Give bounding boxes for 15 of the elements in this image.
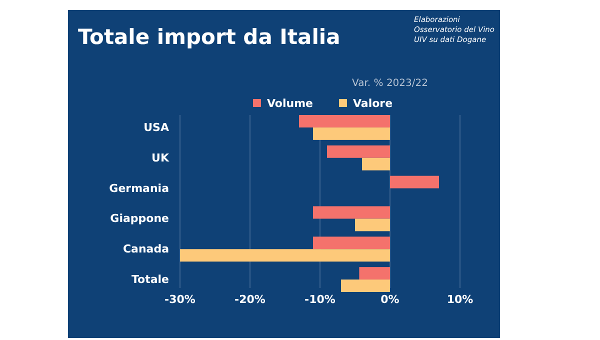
y-tick-label: Totale [131, 273, 169, 286]
x-tick-label: -20% [234, 293, 266, 306]
chart-title: Totale import da Italia [78, 25, 340, 49]
x-tick-label: 10% [446, 293, 474, 306]
y-tick-label: Canada [122, 242, 169, 256]
x-tick-label: -30% [164, 293, 196, 306]
y-tick-label: Germania [109, 182, 169, 195]
x-tick-label: -10% [304, 293, 336, 306]
y-tick-label: UK [152, 151, 170, 164]
chart-subtitle: Var. % 2023/22 [352, 78, 428, 89]
legend-label: Valore [353, 97, 393, 110]
y-tick-label: Giappone [110, 212, 169, 226]
legend-label: Volume [267, 97, 313, 110]
x-tick-label: 0% [380, 293, 400, 306]
y-tick-label: USA [144, 120, 170, 134]
